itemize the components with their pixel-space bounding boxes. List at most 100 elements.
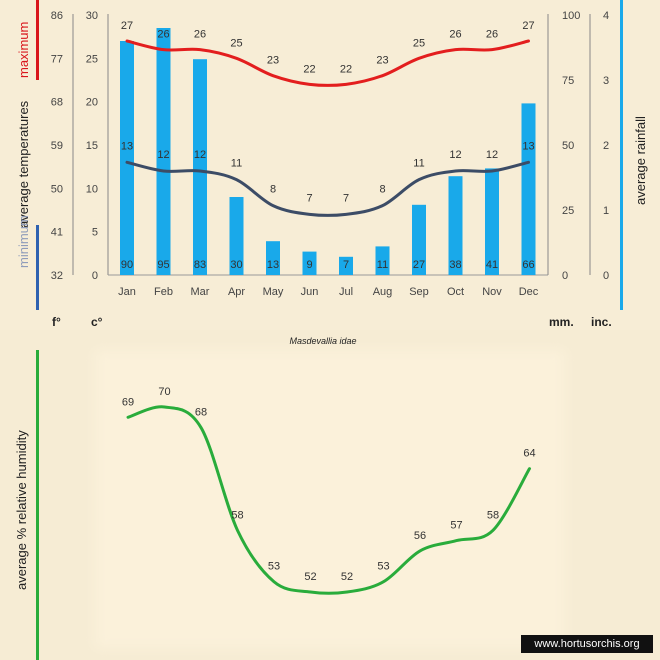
rain-inch-tick-label: 4 [603,10,609,22]
humidity-side-bar [36,350,39,660]
month-tick-label: Jun [301,286,319,298]
humidity-panel-background [95,350,565,648]
month-tick-label: Jan [118,286,136,298]
max-temp-value-label: 23 [267,55,279,67]
humidity-value-label: 52 [341,571,353,583]
rainfall-bars [120,28,536,276]
rainfall-bar [339,256,353,275]
ylabel-left-max: maximum [16,22,31,78]
fahrenheit-tick-label: 68 [51,97,63,109]
rainfall-bar-value: 13 [267,259,279,271]
fahrenheit-tick-label: 86 [51,10,63,22]
humidity-series: 69 70 68 58 53 52 52 53 56 57 58 64 [122,386,536,595]
rain-mm-tick-label: 25 [562,205,574,217]
month-tick-label: Dec [519,286,539,298]
max-temp-value-label: 26 [486,29,498,41]
fahrenheit-unit: f° [52,315,61,329]
rainfall-bar-value: 30 [230,259,242,271]
rainfall-bar [375,246,390,275]
rainfall-bar [448,176,463,275]
humidity-value-label: 53 [268,561,280,573]
humidity-value-label: 57 [450,520,462,532]
rain-mm-tick-label: 100 [562,10,580,22]
humidity-line [126,405,531,595]
rain-inch-tick-label: 0 [603,270,609,282]
min-temp-value-label: 11 [231,158,242,170]
rainfall-bar [302,251,317,275]
rainfall-bar-value: 7 [343,259,349,271]
rain-inch-unit: inc. [591,315,612,329]
rainfall-bar-value: 95 [157,259,169,271]
humidity-value-label: 70 [158,386,170,398]
min-temp-value-label: 12 [157,149,169,161]
rainfall-side-bar [620,0,623,310]
fahrenheit-ticks: 86 77 68 59 50 41 32 [51,10,63,282]
celsius-tick-label: 25 [86,53,98,65]
rainfall-bar [412,204,426,275]
min-temp-series: 13 12 12 11 8 7 7 8 11 12 12 13 [121,140,535,217]
celsius-ticks: 30 25 20 15 10 5 0 [86,10,98,282]
rainfall-bar [266,241,280,275]
fahrenheit-tick-label: 77 [51,53,63,65]
month-tick-label: Sep [409,286,429,298]
rainfall-bar [156,28,171,275]
min-temp-value-label: 13 [121,140,133,152]
celsius-tick-label: 20 [86,97,98,109]
rain-inch-tick-label: 1 [603,205,609,217]
rainfall-bar [120,41,134,275]
max-temp-line [125,39,530,87]
rainfall-bar [485,168,499,275]
rain-mm-tick-label: 50 [562,140,574,152]
rainfall-bar-value: 83 [194,259,206,271]
rainfall-bar-labels: 90 95 83 30 13 9 7 11 27 38 41 66 [121,259,535,271]
max-temp-value-label: 25 [413,37,425,49]
min-temp-value-label: 13 [522,140,534,152]
rainfall-bar [193,59,207,276]
rainfall-bar-value: 27 [413,259,425,271]
month-tick-label: May [263,286,284,298]
rainfall-bar-value: 9 [306,259,312,271]
rain-mm-tick-label: 75 [562,75,574,87]
top-panel-background [0,0,660,330]
max-temp-side-bar [36,0,39,80]
humidity-value-label: 58 [231,509,243,521]
fahrenheit-tick-label: 59 [51,140,63,152]
min-temp-line [125,160,530,217]
humidity-value-label: 53 [377,561,389,573]
min-temp-value-label: 7 [306,192,312,204]
min-temp-value-label: 8 [270,184,276,196]
humidity-ylabel: average % relative humidity [14,430,29,590]
max-temp-series: 27 26 26 25 23 22 22 23 25 26 26 27 [121,20,535,87]
rainfall-bar-value: 38 [449,259,461,271]
celsius-tick-label: 15 [86,140,98,152]
rain-inch-ticks: 4 3 2 1 0 [603,10,609,282]
min-temp-side-bar [36,225,39,310]
month-tick-label: Feb [154,286,173,298]
rainfall-bar-value: 41 [486,259,498,271]
month-tick-label: Jul [339,286,353,298]
ylabel-left-mid: average temperatures [16,100,31,228]
humidity-value-label: 69 [122,396,134,408]
min-temp-value-label: 12 [194,149,206,161]
celsius-tick-label: 5 [92,227,98,239]
fahrenheit-tick-label: 32 [51,270,63,282]
humidity-value-label: 58 [487,509,499,521]
humidity-value-label: 52 [304,571,316,583]
max-temp-value-label: 26 [449,29,461,41]
site-watermark: www.hortusorchis.org [521,635,653,653]
rain-inch-tick-label: 3 [603,75,609,87]
rain-mm-unit: mm. [549,315,574,329]
rainfall-bar [229,197,244,275]
humidity-value-label: 64 [523,448,535,460]
fahrenheit-tick-label: 50 [51,183,63,195]
celsius-tick-label: 0 [92,270,98,282]
max-temp-value-label: 26 [157,29,169,41]
max-temp-value-label: 26 [194,29,206,41]
ylabel-right: average rainfall [633,116,648,205]
rain-inch-tick-label: 2 [603,140,609,152]
rainfall-bar-value: 66 [522,259,534,271]
celsius-unit: c° [91,315,103,329]
rainfall-bar-value: 90 [121,259,133,271]
fahrenheit-tick-label: 41 [51,227,63,239]
